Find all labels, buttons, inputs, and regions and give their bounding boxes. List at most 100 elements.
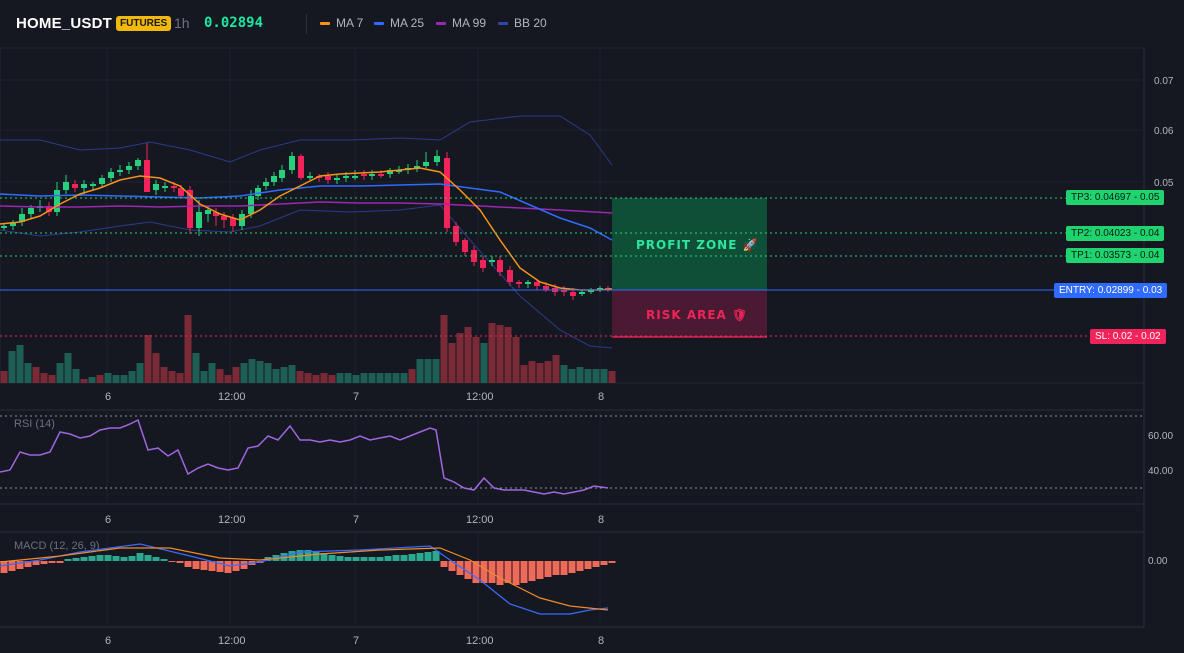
volume-bar [536, 363, 544, 383]
macd-histogram-bar [64, 559, 72, 561]
time-axis-label: 8 [598, 635, 604, 647]
time-axis-label: 12:00 [218, 514, 246, 526]
legend-ma25[interactable]: MA 25 [374, 16, 424, 30]
macd-histogram-bar [200, 561, 208, 570]
volume-bar [296, 371, 304, 383]
macd-histogram-bar [544, 561, 552, 577]
macd-histogram-bar [504, 561, 512, 583]
macd-histogram-bar [592, 561, 600, 567]
macd-histogram-bar [176, 561, 184, 563]
candle-body [213, 212, 219, 216]
legend-bb20[interactable]: BB 20 [498, 16, 547, 30]
price-axis-label: 0.07 [1154, 76, 1174, 87]
macd-histogram-bar [552, 561, 560, 575]
macd-histogram-bar [448, 561, 456, 571]
header-divider [306, 14, 307, 34]
timeframe-selector[interactable]: 1h [174, 15, 190, 31]
chart-header: HOME_USDT FUTURES 1h 0.02894 MA 7 MA 25 … [0, 0, 1184, 48]
time-axis-label: 6 [105, 514, 111, 526]
candle-body [135, 160, 141, 166]
macd-signal-line [0, 547, 609, 611]
volume-bar [496, 325, 504, 383]
bollinger-bands [0, 115, 613, 349]
time-axis-label: 6 [105, 635, 111, 647]
chart-grid [0, 47, 1145, 628]
candle-body [298, 156, 304, 178]
candle-body [334, 178, 340, 180]
volume-bar [264, 363, 272, 383]
candle-body [497, 260, 503, 272]
candle-body [1, 226, 7, 228]
macd-histogram-bar [232, 561, 240, 571]
candle-body [453, 226, 459, 242]
candle-body [108, 172, 114, 178]
volume-bar [480, 343, 488, 383]
macd-histogram-bar [584, 561, 592, 569]
price-axis-label: 0.06 [1154, 126, 1174, 137]
volume-bar [344, 373, 352, 383]
candle-body [525, 282, 531, 284]
macd-histogram-bar [392, 555, 400, 561]
macd-histogram-bar [512, 561, 520, 585]
time-axis-label: 12:00 [466, 391, 494, 403]
legend-ma25-label: MA 25 [390, 16, 425, 30]
macd-histogram-bar [424, 552, 432, 561]
macd-histogram-bar [472, 561, 480, 583]
candle-body [387, 170, 393, 174]
volume-bar [328, 375, 336, 383]
candle-body [221, 216, 227, 220]
time-axis-label: 12:00 [466, 635, 494, 647]
candle-body [423, 162, 429, 166]
price-axis-label: 0.05 [1154, 178, 1174, 189]
macd-histogram-bar [120, 557, 128, 561]
macd-histogram-bar [440, 561, 448, 567]
macd-histogram-bar [240, 561, 248, 569]
rsi-panel: 60.00 40.00 [0, 415, 1173, 495]
volume-bar [144, 335, 152, 383]
macd-histogram-bar [0, 561, 8, 573]
macd-histogram-bar [160, 559, 168, 561]
candle-body [263, 182, 269, 186]
macd-histogram-bar [568, 561, 576, 573]
candle-body [46, 206, 52, 212]
macd-histogram-bar [96, 555, 104, 561]
candle-body [54, 190, 60, 212]
legend-ma99-label: MA 99 [452, 16, 487, 30]
candle-body [162, 186, 168, 188]
volume-bar [40, 373, 48, 383]
macd-histogram-bar [368, 557, 376, 561]
macd-histogram-bar [600, 561, 608, 565]
macd-histogram-bar [408, 554, 416, 561]
candle-body [588, 290, 594, 292]
moving-averages [0, 167, 613, 291]
volume-bar [224, 375, 232, 383]
symbol-name[interactable]: HOME_USDT [16, 15, 112, 32]
macd-histogram-bar [208, 561, 216, 571]
volume-bar [456, 333, 464, 383]
profit-zone-label: PROFIT ZONE 🚀 [636, 238, 759, 252]
time-axis-label: 8 [598, 391, 604, 403]
volume-bar [200, 371, 208, 383]
macd-histogram-bar [224, 561, 232, 573]
volume-bar [472, 337, 480, 383]
candle-body [352, 176, 358, 178]
macd-histogram-bar [72, 558, 80, 561]
volume-bar [240, 363, 248, 383]
macd-panel: 0.00 [0, 543, 1168, 615]
time-axis-label: 7 [353, 514, 359, 526]
volume-bar [0, 371, 8, 383]
macd-histogram-bar [464, 561, 472, 579]
legend-ma99[interactable]: MA 99 [436, 16, 486, 30]
volume-bar [232, 367, 240, 383]
volume-bar [384, 373, 392, 383]
volume-bar [368, 373, 376, 383]
legend-ma7[interactable]: MA 7 [320, 16, 363, 30]
volume-bar [8, 351, 16, 383]
candle-body [279, 170, 285, 178]
volume-bar [80, 379, 88, 383]
candle-body [153, 184, 159, 190]
volume-bar [336, 373, 344, 383]
volume-bar [552, 355, 560, 383]
macd-histogram-bar [32, 561, 40, 565]
